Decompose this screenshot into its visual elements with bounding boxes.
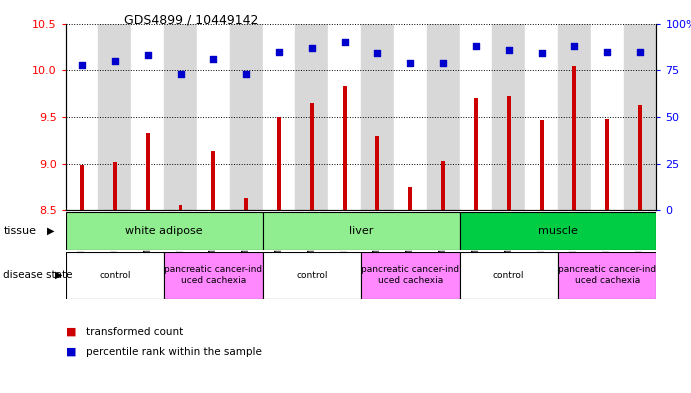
Bar [66, 252, 164, 299]
Bar [507, 96, 511, 210]
Text: transformed count: transformed count [86, 327, 184, 337]
Point [208, 56, 219, 62]
Text: percentile rank within the sample: percentile rank within the sample [86, 347, 263, 357]
Bar [146, 133, 150, 210]
Bar [178, 205, 182, 210]
Bar [441, 161, 445, 210]
Bar [460, 24, 492, 210]
Bar [80, 165, 84, 210]
Text: control: control [99, 271, 131, 279]
Bar [343, 86, 347, 210]
Bar [394, 24, 426, 210]
Bar [263, 212, 460, 250]
Bar [263, 24, 295, 210]
Bar [277, 117, 281, 210]
Bar [295, 24, 328, 210]
Bar [263, 252, 361, 299]
Point [536, 50, 547, 57]
Bar [460, 212, 656, 250]
Point [77, 61, 88, 68]
Bar [605, 119, 609, 210]
Bar [66, 212, 263, 250]
Bar [229, 24, 263, 210]
Bar [113, 162, 117, 210]
Bar [474, 98, 478, 210]
Bar [540, 120, 544, 210]
Point [339, 39, 350, 46]
Bar [131, 24, 164, 210]
Point [471, 43, 482, 49]
Bar [492, 24, 525, 210]
Text: ■: ■ [66, 327, 76, 337]
Text: pancreatic cancer-ind
uced cachexia: pancreatic cancer-ind uced cachexia [558, 265, 656, 285]
Text: control: control [296, 271, 328, 279]
Bar [66, 24, 98, 210]
Bar [572, 66, 576, 210]
Text: liver: liver [349, 226, 373, 236]
Bar [558, 24, 591, 210]
Bar [361, 252, 460, 299]
Bar [98, 24, 131, 210]
Text: tissue: tissue [3, 226, 37, 236]
Point [405, 60, 416, 66]
Bar [460, 252, 558, 299]
Text: control: control [493, 271, 524, 279]
Point [437, 60, 448, 66]
Point [503, 47, 514, 53]
Point [109, 58, 120, 64]
Point [240, 71, 252, 77]
Bar [426, 24, 460, 210]
Text: muscle: muscle [538, 226, 578, 236]
Text: pancreatic cancer-ind
uced cachexia: pancreatic cancer-ind uced cachexia [164, 265, 263, 285]
Point [274, 48, 285, 55]
Point [306, 45, 317, 51]
Bar [164, 252, 263, 299]
Bar [211, 151, 216, 210]
Point [372, 50, 383, 57]
Bar [375, 136, 379, 210]
Point [634, 48, 645, 55]
Bar [164, 24, 197, 210]
Bar [361, 24, 394, 210]
Point [142, 52, 153, 59]
Text: ▶: ▶ [47, 226, 55, 236]
Text: ▶: ▶ [55, 270, 63, 280]
Bar [310, 103, 314, 210]
Bar [638, 105, 642, 210]
Bar [525, 24, 558, 210]
Bar [408, 187, 413, 210]
Text: ■: ■ [66, 347, 76, 357]
Bar [244, 198, 248, 210]
Text: white adipose: white adipose [125, 226, 203, 236]
Bar [328, 24, 361, 210]
Text: GDS4899 / 10449142: GDS4899 / 10449142 [124, 14, 258, 27]
Bar [623, 24, 656, 210]
Bar [197, 24, 229, 210]
Point [569, 43, 580, 49]
Bar [558, 252, 656, 299]
Point [175, 71, 186, 77]
Point [602, 48, 613, 55]
Bar [591, 24, 623, 210]
Text: disease state: disease state [3, 270, 73, 280]
Text: pancreatic cancer-ind
uced cachexia: pancreatic cancer-ind uced cachexia [361, 265, 460, 285]
